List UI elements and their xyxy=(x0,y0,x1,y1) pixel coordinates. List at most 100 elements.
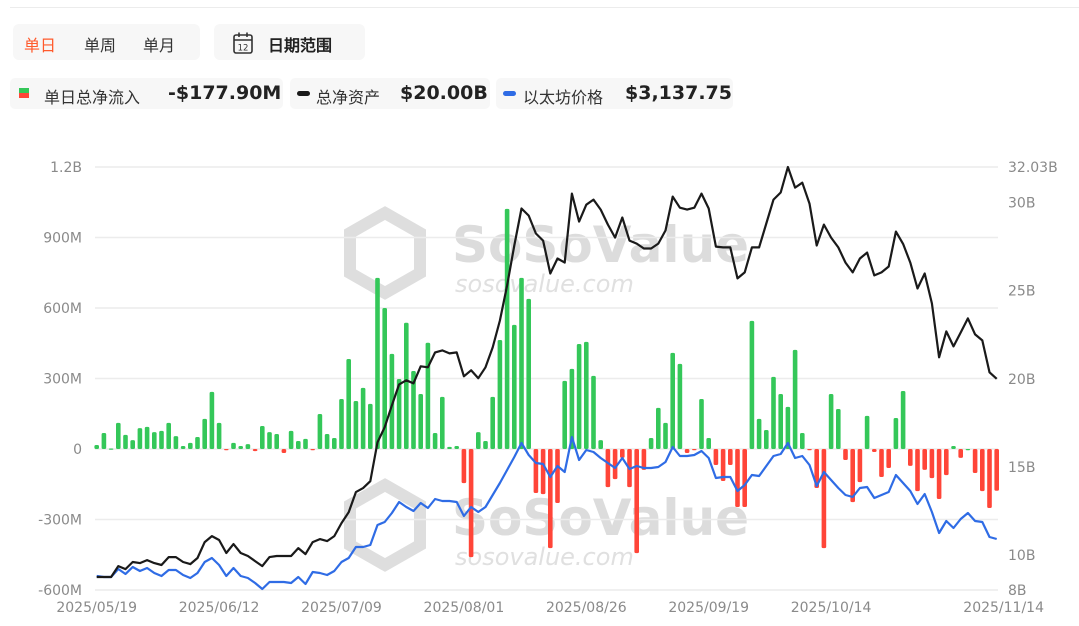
inflow-bar xyxy=(346,358,351,449)
legend-net-assets[interactable]: 总净资产 $20.00B xyxy=(290,78,490,109)
inflow-bar xyxy=(785,406,791,449)
tab-daily[interactable]: 单日 xyxy=(24,36,57,55)
inflow-bar xyxy=(807,449,812,451)
inflow-bar xyxy=(303,438,308,449)
legend-net-inflow[interactable]: 单日总净流入 -$177.90M xyxy=(10,78,283,109)
inflow-bar xyxy=(432,433,438,449)
inflow-bar xyxy=(634,449,639,554)
left-axis-tick-label: -300M xyxy=(38,513,82,529)
inflow-bar xyxy=(756,418,762,449)
tab-weekly[interactable]: 单周 xyxy=(84,36,117,55)
watermark-site: sosovalue.com xyxy=(455,543,634,571)
inflow-bar xyxy=(684,449,690,453)
legend-eth-price[interactable]: 以太坊价格 $3,137.75 xyxy=(496,78,733,109)
inflow-bar xyxy=(123,434,128,449)
left-axis-tick-label: 600M xyxy=(43,301,82,317)
inflow-bar xyxy=(512,324,517,449)
inflow-bar xyxy=(389,353,395,449)
inflow-bar xyxy=(281,449,287,453)
net-assets-line xyxy=(96,165,998,579)
left-axis-tick-label: -600M xyxy=(38,583,82,599)
legend-label: 总净资产 xyxy=(316,88,381,107)
inflow-bar xyxy=(368,403,373,449)
inflow-bar xyxy=(245,444,251,449)
inflow-bar xyxy=(800,433,805,449)
inflow-bar xyxy=(540,449,546,495)
inflow-bar xyxy=(699,398,704,449)
inflow-bar xyxy=(936,449,942,500)
inflow-bar xyxy=(216,422,222,449)
x-axis-tick-label: 2025/07/09 xyxy=(301,600,382,616)
date-range-button[interactable]: 12 日期范围 xyxy=(214,24,365,60)
x-axis-tick-label: 2025/11/14 xyxy=(963,600,1044,616)
inflow-bar xyxy=(836,409,841,449)
x-axis-tick-label: 2025/10/14 xyxy=(791,600,872,616)
inflow-bar xyxy=(792,349,798,449)
inflow-bar xyxy=(231,442,236,449)
eth-price-line xyxy=(96,435,997,591)
inflow-bar xyxy=(274,433,279,449)
inflow-bar xyxy=(648,437,654,449)
inflow-bar xyxy=(915,449,920,492)
inflow-bar xyxy=(900,390,906,449)
inflow-bar xyxy=(584,341,589,449)
inflow-bar xyxy=(101,433,107,449)
inflow-bar xyxy=(656,407,661,449)
inflow-bar xyxy=(332,437,337,449)
inflow-bar xyxy=(857,449,863,483)
inflow-bar xyxy=(548,449,553,549)
inflow-bar xyxy=(612,449,618,480)
inflow-bar xyxy=(562,380,567,449)
inflow-bar xyxy=(411,370,416,449)
x-axis-tick-label: 2025/08/01 xyxy=(424,600,505,616)
legend-value: $20.00B xyxy=(400,82,488,104)
inflow-bar xyxy=(987,449,992,508)
inflow-bar xyxy=(872,449,877,453)
inflow-bar xyxy=(317,413,323,449)
inflow-bar xyxy=(994,449,999,491)
legend-value: $3,137.75 xyxy=(625,82,732,104)
watermark-brand: SoSoValue xyxy=(452,216,749,274)
inflow-bar xyxy=(202,418,207,449)
right-axis-tick-label: 20B xyxy=(1008,372,1035,388)
inflow-bar xyxy=(497,339,503,449)
inflow-bar xyxy=(663,422,668,449)
inflow-bar xyxy=(886,449,891,469)
legend-label: 以太坊价格 xyxy=(523,88,604,107)
inflow-bar xyxy=(972,449,978,473)
inflow-bar xyxy=(425,342,431,449)
inflow-bar xyxy=(843,449,848,461)
inflow-bar xyxy=(353,401,359,449)
inflow-bar xyxy=(159,430,164,449)
inflow-bar xyxy=(476,432,481,449)
inflow-swatch-positive xyxy=(19,88,29,93)
calendar-icon-day: 12 xyxy=(238,44,249,54)
inflow-bar xyxy=(396,378,402,449)
inflow-bar xyxy=(195,437,200,449)
left-axis-tick-label: 900M xyxy=(43,231,82,247)
calendar-icon: 12 xyxy=(233,32,253,54)
inflow-bar xyxy=(828,394,834,449)
inflow-bar xyxy=(483,441,488,449)
inflow-bar xyxy=(951,445,956,449)
inflow-bar xyxy=(238,445,243,449)
inflow-bar xyxy=(944,449,949,476)
inflow-bar xyxy=(555,449,560,504)
inflow-bar xyxy=(144,426,150,449)
inflow-bar xyxy=(720,449,726,481)
inflow-bar xyxy=(173,436,179,449)
inflow-bar xyxy=(310,449,315,451)
left-axis-tick-label: 300M xyxy=(43,372,82,388)
inflow-bar xyxy=(728,449,733,465)
inflow-bar xyxy=(288,430,294,449)
inflow-bar xyxy=(598,440,603,449)
left-axis-tick-label: 0 xyxy=(73,442,82,458)
legend-value: -$177.90M xyxy=(168,82,282,104)
tab-monthly[interactable]: 单月 xyxy=(143,36,176,55)
right-axis-tick-label: 10B xyxy=(1008,548,1035,564)
inflow-bar xyxy=(382,308,387,449)
inflow-bar xyxy=(591,375,596,449)
inflow-bar xyxy=(965,449,971,451)
inflow-swatch-negative xyxy=(19,93,29,98)
